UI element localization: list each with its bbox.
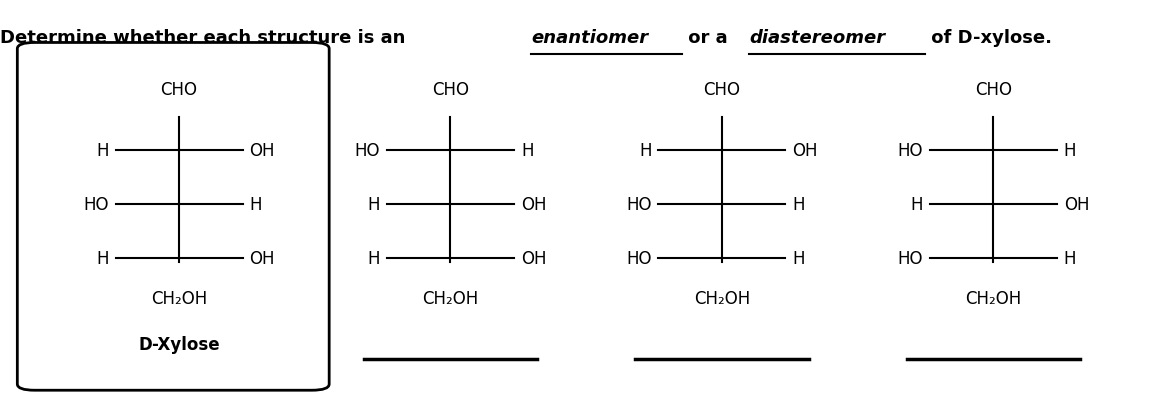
Text: H: H	[792, 249, 805, 267]
Text: H: H	[1064, 249, 1076, 267]
Text: CHO: CHO	[161, 81, 198, 99]
Text: H: H	[1064, 142, 1076, 160]
Text: OH: OH	[249, 249, 275, 267]
Text: CH₂OH: CH₂OH	[423, 289, 478, 307]
Text: CHO: CHO	[975, 81, 1012, 99]
Text: HO: HO	[355, 142, 380, 160]
Text: enantiomer: enantiomer	[531, 29, 648, 47]
Text: CH₂OH: CH₂OH	[694, 289, 750, 307]
Text: H: H	[367, 195, 380, 214]
Text: HO: HO	[83, 195, 109, 214]
Text: CHO: CHO	[703, 81, 740, 99]
Text: OH: OH	[249, 142, 275, 160]
Text: H: H	[521, 142, 534, 160]
Text: HO: HO	[897, 249, 923, 267]
Text: H: H	[792, 195, 805, 214]
Text: HO: HO	[626, 195, 651, 214]
Text: diastereomer: diastereomer	[750, 29, 886, 47]
Text: HO: HO	[626, 249, 651, 267]
Text: of D-xylose.: of D-xylose.	[925, 29, 1052, 47]
Text: Determine whether each structure is an: Determine whether each structure is an	[0, 29, 411, 47]
Text: OH: OH	[1064, 195, 1089, 214]
Text: or a: or a	[683, 29, 735, 47]
FancyBboxPatch shape	[17, 43, 329, 390]
Text: CHO: CHO	[432, 81, 469, 99]
Text: OH: OH	[521, 249, 546, 267]
Text: H: H	[96, 249, 109, 267]
Text: H: H	[639, 142, 651, 160]
Text: CH₂OH: CH₂OH	[151, 289, 207, 307]
Text: HO: HO	[897, 142, 923, 160]
Text: OH: OH	[521, 195, 546, 214]
Text: H: H	[96, 142, 109, 160]
Text: D-Xylose: D-Xylose	[139, 335, 219, 353]
Text: H: H	[910, 195, 923, 214]
Text: CH₂OH: CH₂OH	[966, 289, 1021, 307]
Text: H: H	[367, 249, 380, 267]
Text: H: H	[249, 195, 262, 214]
Text: OH: OH	[792, 142, 818, 160]
